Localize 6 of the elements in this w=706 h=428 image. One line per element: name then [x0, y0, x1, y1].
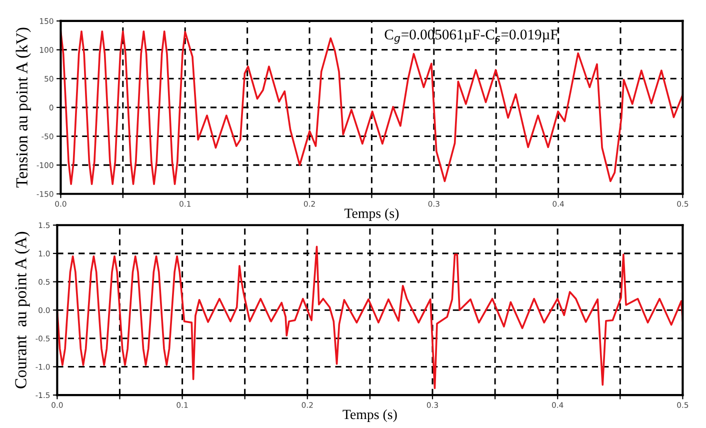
x-axis-title: Temps (s) [344, 208, 399, 221]
y-axis-title: Tension au point A (kV) [16, 28, 31, 188]
line-series [57, 246, 683, 390]
x-axis-title: Temps (s) [342, 409, 397, 422]
line-series [60, 30, 683, 185]
y-axis-title: Courant au point A (A) [14, 232, 30, 388]
